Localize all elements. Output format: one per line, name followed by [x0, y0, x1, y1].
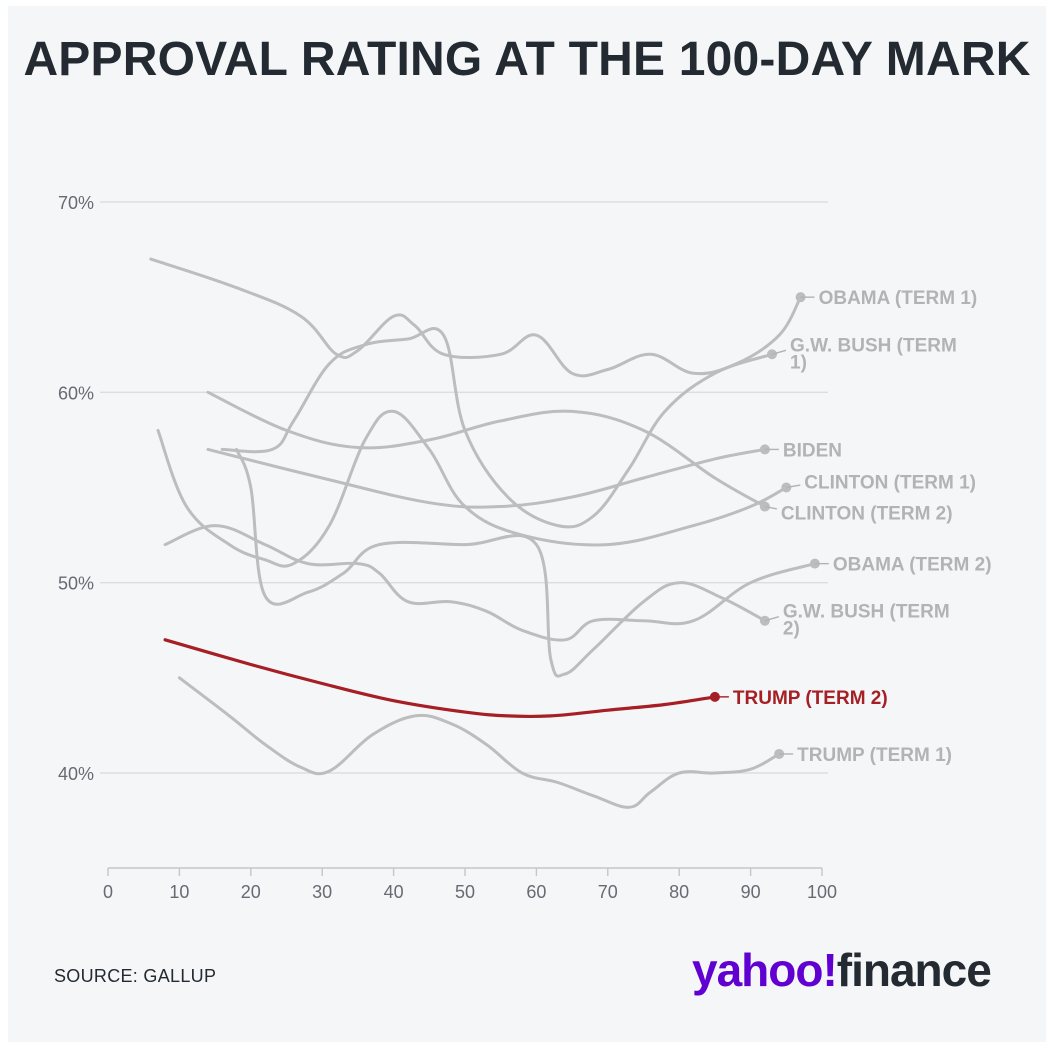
x-tick-label-60: 60 [526, 882, 546, 902]
label-leader-clinton-term-1 [786, 484, 801, 489]
chart-card [8, 6, 1046, 1042]
yahoo-finance-logo: yahoo!finance [692, 940, 992, 1000]
y-tick-label-50: 50% [58, 574, 94, 594]
x-tick-label-70: 70 [598, 882, 618, 902]
x-tick-label-50: 50 [455, 882, 475, 902]
label-leader-g-w-bush-term-2 [764, 616, 780, 622]
chart-title: APPROVAL RATING AT THE 100-DAY MARK [23, 33, 1031, 86]
x-tick-label-80: 80 [669, 882, 689, 902]
x-tick-label-30: 30 [312, 882, 332, 902]
logo-finance-text: finance [836, 944, 992, 996]
x-tick-label-20: 20 [241, 882, 261, 902]
logo-yahoo-text: yahoo! [692, 944, 838, 996]
x-tick-label-90: 90 [741, 882, 761, 902]
series-label-trump-term-2: TRUMP (TERM 2) [733, 688, 888, 709]
series-label-clinton-term-2: CLINTON (TERM 2) [781, 504, 953, 525]
series-line-trump-term-1 [177, 676, 781, 809]
series-line-g-w-bush-term-1 [220, 327, 774, 529]
series-line-obama-term-1 [149, 257, 803, 378]
x-tick-label-40: 40 [384, 882, 404, 902]
series-line-clinton-term-1 [156, 409, 788, 568]
x-tick-label-0: 0 [103, 882, 113, 902]
series-label-trump-term-1: TRUMP (TERM 1) [797, 745, 952, 766]
series-line-clinton-term-2 [206, 390, 767, 508]
series-label-obama-term-1: OBAMA (TERM 1) [819, 288, 978, 309]
label-leader-clinton-term-2 [764, 505, 778, 510]
y-tick-label-60: 60% [58, 383, 94, 403]
series-label-biden: BIDEN [783, 440, 842, 461]
series-line-g-w-bush-term-2 [235, 447, 767, 678]
y-tick-label-40: 40% [58, 764, 94, 784]
x-tick-label-10: 10 [169, 882, 189, 902]
x-tick-label-100: 100 [807, 882, 837, 902]
series-label-g-w-bush-term-1: G.W. BUSH (TERM 1) [790, 335, 957, 373]
series-line-biden [206, 447, 767, 509]
series-label-obama-term-2: OBAMA (TERM 2) [833, 555, 992, 576]
series-line-trump-term-2 [163, 638, 717, 719]
label-leader-g-w-bush-term-1 [771, 349, 787, 355]
y-tick-label-70: 70% [58, 193, 94, 213]
series-label-g-w-bush-term-2: G.W. BUSH (TERM 2) [783, 602, 950, 640]
series-label-clinton-term-1: CLINTON (TERM 1) [804, 473, 976, 494]
series-line-obama-term-2 [163, 524, 817, 642]
source-note: SOURCE: GALLUP [54, 966, 217, 986]
